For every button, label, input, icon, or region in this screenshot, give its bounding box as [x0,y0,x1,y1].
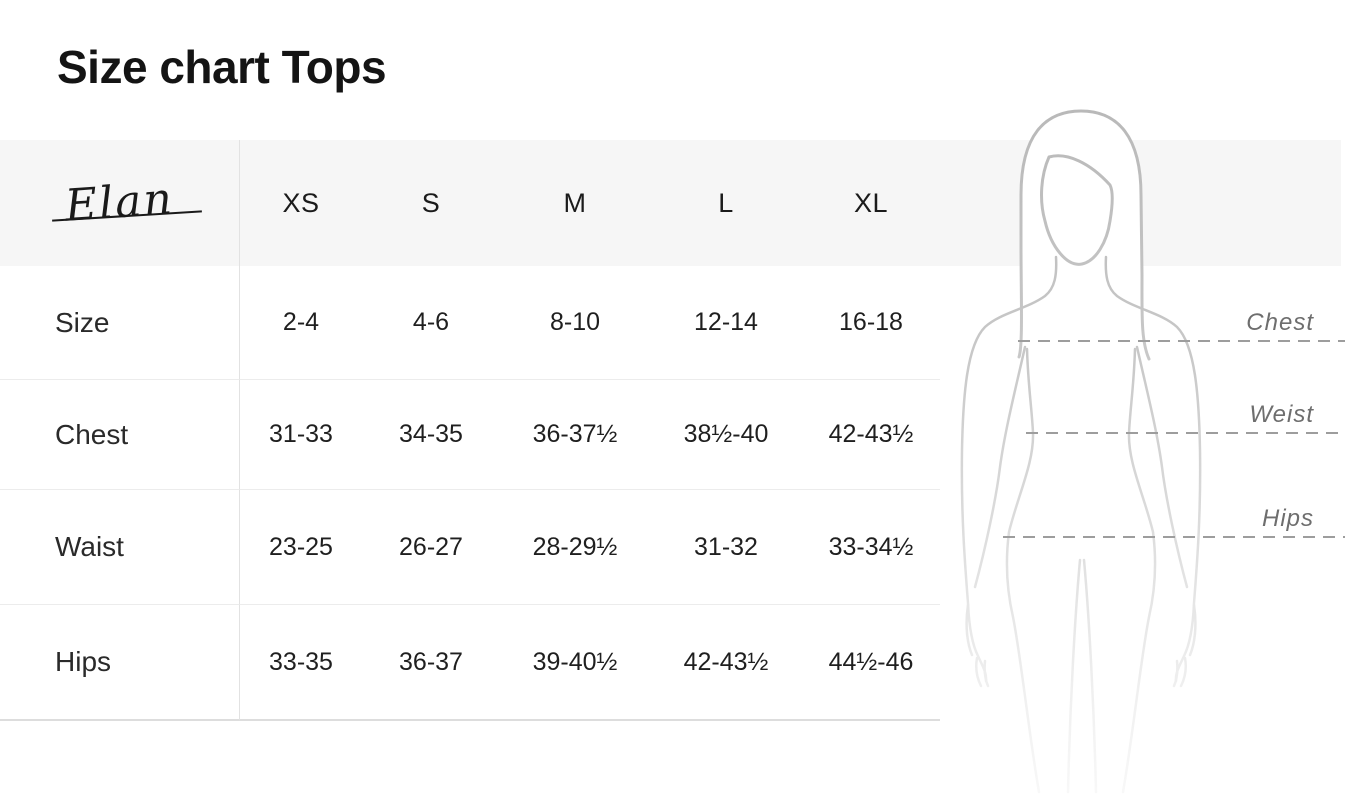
table-cell: 33-34½ [802,490,940,605]
left-hand [965,603,990,688]
table-cell: 39-40½ [500,605,650,721]
right-inner-arm [1135,345,1189,589]
hips-measure-label: Hips [1261,505,1314,532]
brand-logo-text: Elan [63,173,176,232]
table-cell: 44½-46 [802,605,940,721]
table-cell: 26-27 [362,490,500,605]
chest-measure-label: Chest [1246,309,1314,336]
table-cell: 31-32 [650,490,802,605]
size-header-xl: XL [853,187,889,218]
right-hand [1172,603,1197,688]
page-title: Size chart Tops [57,41,387,93]
table-cell: 4-6 [362,266,500,380]
size-header-xs: XS [282,187,320,218]
table-cell: 12-14 [650,266,802,380]
row-label-chest: Chest [0,380,240,490]
left-inner-arm [973,345,1027,589]
table-cell: 33-35 [240,605,362,721]
size-header-m: M [563,187,587,218]
left-arm-outline [960,255,1058,683]
table-cell: 2-4 [240,266,362,380]
torso-left [1005,347,1041,794]
table-cell: 42-43½ [650,605,802,721]
face-outline [1040,154,1114,266]
hair-outline [1017,109,1151,361]
row-label-hips: Hips [0,605,240,721]
waist-measure-label: Weist [1249,401,1314,428]
table-cell: 8-10 [500,266,650,380]
table-cell: 36-37 [362,605,500,721]
size-header-s: S [421,187,441,218]
row-label-waist: Waist [0,490,240,605]
table-cell: 31-33 [240,380,362,490]
body-silhouette [960,109,1345,794]
right-arm-outline [1104,255,1202,683]
table-cell: 38½-40 [650,380,802,490]
table-cell: 28-29½ [500,490,650,605]
table-cell: 34-35 [362,380,500,490]
size-header-l: L [718,187,734,218]
inner-legs [1066,558,1098,794]
table-cell: 36-37½ [500,380,650,490]
size-chart-table: Elan XS S M L XL Size 2-4 4-6 8-10 12-14… [0,140,940,721]
brand-logo: Elan [0,140,240,266]
table-cell: 23-25 [240,490,362,605]
table-cell: 42-43½ [802,380,940,490]
row-label-size: Size [0,266,240,380]
hair-fill [1021,111,1144,350]
table-cell: 16-18 [802,266,940,380]
torso-right [1121,347,1157,794]
